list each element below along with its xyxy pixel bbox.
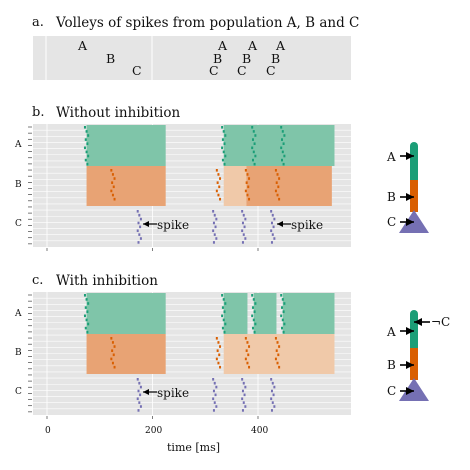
xtick-400: 400 xyxy=(251,426,269,436)
panel-b-label: b. xyxy=(32,105,45,120)
spike-annotation-b2: spike xyxy=(291,218,324,232)
volley2-B3: B xyxy=(271,51,281,66)
ytick-c-B: B xyxy=(15,348,22,358)
neuron-b-label-C: C xyxy=(387,215,397,229)
neuron-c-label-A: A xyxy=(387,325,396,339)
panel-a-title: Volleys of spikes from population A, B a… xyxy=(56,15,360,31)
ytick-c-C: C xyxy=(15,387,22,397)
volley1-C: C xyxy=(132,63,142,78)
panel-b-title: Without inhibition xyxy=(56,105,181,121)
ytick-b-C: C xyxy=(15,219,22,229)
neuron-c-label-notC: ¬C xyxy=(431,315,451,329)
spike-annotation-c1: spike xyxy=(157,386,190,400)
neuron-b-label-B: B xyxy=(387,190,396,204)
panel-a-label: a. xyxy=(32,15,44,30)
active-region-B3 xyxy=(246,166,332,206)
active-region-A xyxy=(86,125,166,166)
neuron-c-label-C: C xyxy=(387,384,397,398)
volley2-B1: B xyxy=(213,51,223,66)
neuron-c-label-B: B xyxy=(387,358,396,372)
panel-a-box xyxy=(33,36,351,80)
volley2-A1: A xyxy=(218,38,228,53)
neuron-diagram-c xyxy=(399,310,430,401)
volley1-B: B xyxy=(106,51,116,66)
spike-annotation-b1: spike xyxy=(157,218,190,232)
annotation-arrow-head xyxy=(276,221,283,227)
active-region-A2 xyxy=(223,293,248,334)
neuron-diagram-b xyxy=(399,142,429,233)
panel-c-title: With inhibition xyxy=(56,273,158,289)
annotation-arrow-head xyxy=(143,389,150,395)
ytick-c-A: A xyxy=(15,309,22,319)
volley2-C2: C xyxy=(237,63,247,78)
active-region-B2 xyxy=(223,166,247,206)
volley2-C1: C xyxy=(209,63,219,78)
ytick-b-B: B xyxy=(15,180,22,190)
active-region-B xyxy=(86,334,166,374)
raster-plot-b xyxy=(28,124,351,251)
neuron-b-label-A: A xyxy=(387,150,396,164)
active-region-A4 xyxy=(282,293,335,334)
annotation-arrow-head xyxy=(143,221,150,227)
volley2-A3: A xyxy=(276,38,286,53)
ytick-b-A: A xyxy=(15,140,22,150)
x-axis-label: time [ms] xyxy=(167,441,221,454)
volley2-B2: B xyxy=(242,51,252,66)
volley2-C3: C xyxy=(266,63,276,78)
active-region-A3 xyxy=(253,293,277,334)
panel-c-label: c. xyxy=(32,273,44,288)
volley1-A: A xyxy=(78,38,88,53)
active-region-A xyxy=(86,293,166,334)
volley2-A2: A xyxy=(248,38,258,53)
active-region-B xyxy=(86,166,166,206)
active-region-A2 xyxy=(223,125,335,166)
xtick-0: 0 xyxy=(45,426,51,436)
raster-plot-c xyxy=(28,292,351,419)
xtick-200: 200 xyxy=(145,426,163,436)
